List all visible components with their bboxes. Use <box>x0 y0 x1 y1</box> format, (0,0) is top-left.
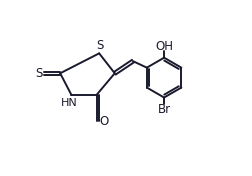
Text: S: S <box>96 39 104 52</box>
Text: Br: Br <box>158 103 171 116</box>
Text: S: S <box>36 67 43 80</box>
Text: HN: HN <box>61 98 78 108</box>
Text: O: O <box>100 115 109 128</box>
Text: OH: OH <box>155 40 173 53</box>
